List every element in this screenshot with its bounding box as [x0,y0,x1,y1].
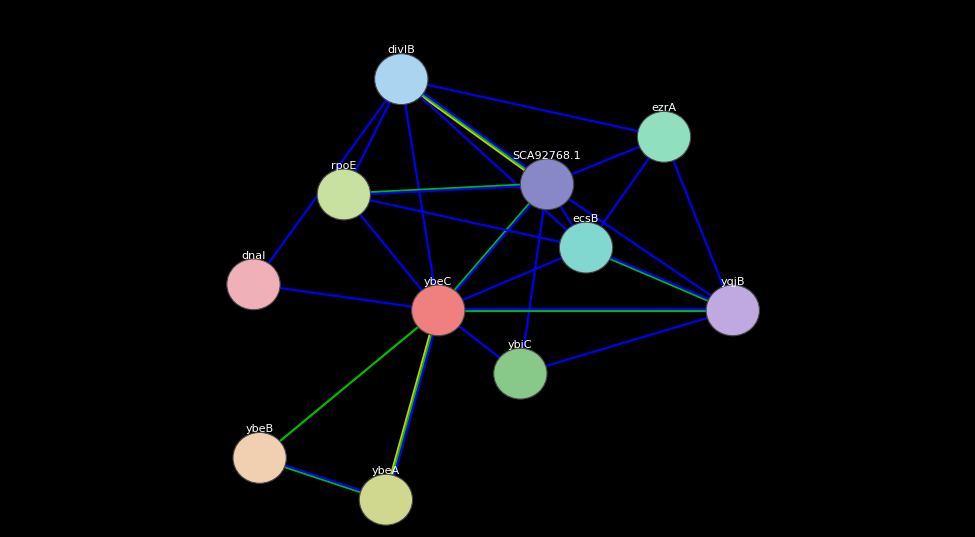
Ellipse shape [233,432,287,483]
Ellipse shape [493,348,547,399]
Text: rpoE: rpoE [332,161,357,171]
Ellipse shape [706,285,760,336]
Text: ybiC: ybiC [508,340,532,350]
Text: dnaI: dnaI [241,251,265,260]
Ellipse shape [227,259,280,310]
Text: ecsB: ecsB [573,214,600,224]
Text: yqjB: yqjB [721,277,745,287]
Ellipse shape [359,474,412,525]
Ellipse shape [521,159,573,210]
Text: ybeB: ybeB [246,424,274,434]
Text: SCA92768.1: SCA92768.1 [513,150,581,161]
Text: ezrA: ezrA [651,103,677,113]
Ellipse shape [317,169,370,220]
Ellipse shape [638,111,690,162]
Ellipse shape [374,54,428,105]
Ellipse shape [560,222,612,273]
Text: ybeC: ybeC [424,277,452,287]
Ellipse shape [411,285,465,336]
Text: ybeA: ybeA [371,466,400,476]
Text: divIB: divIB [387,46,415,55]
